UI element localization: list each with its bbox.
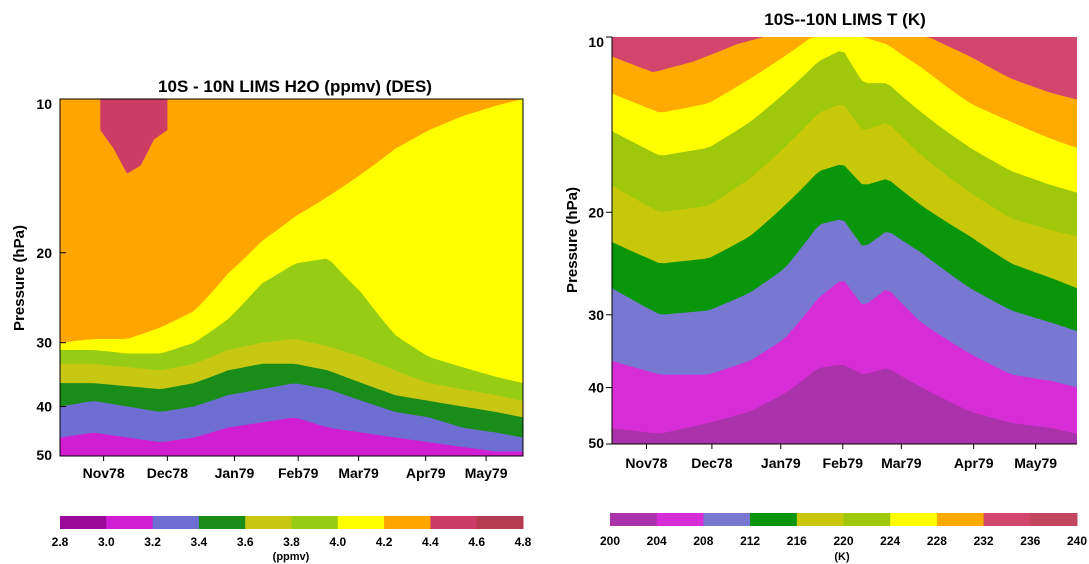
- x-tick-label: Mar79: [881, 455, 922, 471]
- colorbar-tick-label: 4.6: [468, 535, 485, 549]
- y-tick-label: 50: [36, 447, 52, 463]
- h2o-chart-title: 10S - 10N LIMS H2O (ppmv) (DES): [158, 77, 432, 96]
- y-tick-label: 40: [588, 380, 604, 396]
- colorbar-tick-label: 224: [880, 534, 900, 548]
- colorbar-swatch: [60, 516, 107, 529]
- colorbar-tick-label: 232: [974, 534, 994, 548]
- colorbar-tick-label: 228: [927, 534, 947, 548]
- colorbar-tick-label: 212: [740, 534, 760, 548]
- contour-band: [100, 99, 168, 174]
- h2o-y-axis-label: Pressure (hPa): [11, 225, 28, 331]
- colorbar-tick-label: 3.4: [191, 535, 208, 549]
- colorbar-swatch: [337, 516, 385, 529]
- temp-colorbar-ticks: 200 204 208 212 216 220 224 228 232 236 240: [600, 534, 1087, 548]
- colorbar-tick-label: 236: [1020, 534, 1040, 548]
- temp-contour-bands: [612, 37, 1077, 444]
- colorbar-tick-label: 216: [787, 534, 807, 548]
- temp-x-ticks: Nov78 Dec78 Jan79 Feb79 Mar79 Apr79 May79: [625, 444, 1057, 471]
- colorbar-tick-label: 3.2: [144, 535, 161, 549]
- colorbar-tick-label: 204: [647, 534, 667, 548]
- y-tick-label: 20: [588, 204, 604, 220]
- temp-y-axis-label: Pressure (hPa): [564, 187, 581, 293]
- y-tick-label: 40: [36, 399, 52, 415]
- colorbar-swatch: [843, 513, 891, 526]
- colorbar-tick-label: 220: [833, 534, 853, 548]
- x-tick-label: Nov78: [625, 455, 667, 471]
- x-tick-label: May79: [465, 465, 508, 481]
- h2o-x-ticks: Nov78 Dec78 Jan79 Feb79 Mar79 Apr79 May79: [83, 456, 508, 481]
- colorbar-tick-label: 4.8: [515, 535, 532, 549]
- temp-colorbar-unit: (K): [834, 551, 850, 563]
- colorbar-tick-label: 4.0: [329, 535, 346, 549]
- colorbar-swatch: [703, 513, 751, 526]
- y-tick-label: 10: [36, 96, 52, 112]
- x-tick-label: Nov78: [83, 465, 125, 481]
- colorbar-tick-label: 200: [600, 534, 620, 548]
- x-tick-label: Feb79: [823, 455, 864, 471]
- temp-chart-title: 10S--10N LIMS T (K): [764, 10, 926, 29]
- contour-band: [60, 99, 523, 343]
- h2o-panel: 10S - 10N LIMS H2O (ppmv) (DES) Pressure…: [11, 77, 532, 563]
- colorbar-swatch: [796, 513, 844, 526]
- x-tick-label: Apr79: [406, 465, 446, 481]
- colorbar-swatch: [198, 516, 246, 529]
- contour-band: [612, 37, 1077, 100]
- colorbar-tick-label: 3.6: [237, 535, 254, 549]
- colorbar-swatch: [750, 513, 798, 526]
- y-tick-label: 30: [588, 307, 604, 323]
- temp-panel: 10S--10N LIMS T (K) Pressure (hPa) 10 20 3…: [564, 10, 1087, 563]
- colorbar-swatch: [610, 513, 658, 526]
- h2o-contour-bands: [60, 99, 523, 456]
- colorbar-tick-label: 4.4: [422, 535, 439, 549]
- colorbar-swatch: [890, 513, 938, 526]
- x-tick-label: Jan79: [215, 465, 255, 481]
- x-tick-label: Apr79: [954, 455, 994, 471]
- temp-y-ticks: 10 20 30 40 50: [588, 34, 612, 451]
- colorbar-tick-label: 3.8: [283, 535, 300, 549]
- x-tick-label: Feb79: [278, 465, 319, 481]
- colorbar-tick-label: 2.8: [52, 535, 69, 549]
- colorbar-swatch: [1030, 513, 1078, 526]
- contour-band: [612, 37, 1077, 148]
- colorbar-swatch: [430, 516, 478, 529]
- h2o-colorbar-unit: (ppmv): [273, 551, 310, 563]
- x-tick-label: Dec78: [147, 465, 188, 481]
- temp-plot-area: [612, 37, 1077, 444]
- colorbar-swatch: [476, 516, 524, 529]
- h2o-plot-area: [60, 99, 523, 456]
- x-tick-label: Jan79: [761, 455, 801, 471]
- h2o-colorbar: [60, 516, 524, 529]
- h2o-plot-frame: [59, 98, 524, 457]
- colorbar-swatch: [936, 513, 985, 526]
- y-tick-label: 30: [36, 335, 52, 351]
- colorbar-tick-label: 240: [1067, 534, 1087, 548]
- x-tick-label: Dec78: [691, 455, 732, 471]
- colorbar-swatch: [983, 513, 1031, 526]
- y-tick-label: 10: [588, 34, 604, 50]
- colorbar-swatch: [384, 516, 431, 529]
- colorbar-tick-label: 4.2: [376, 535, 393, 549]
- colorbar-tick-label: 3.0: [98, 535, 115, 549]
- y-tick-label: 20: [36, 245, 52, 261]
- colorbar-swatch: [152, 516, 200, 529]
- colorbar-tick-label: 208: [693, 534, 713, 548]
- y-tick-label: 50: [588, 435, 604, 451]
- colorbar-swatch: [106, 516, 154, 529]
- temp-colorbar: [610, 513, 1078, 526]
- x-tick-label: Mar79: [338, 465, 379, 481]
- colorbar-swatch: [291, 516, 339, 529]
- colorbar-swatch: [245, 516, 292, 529]
- x-tick-label: May79: [1014, 455, 1057, 471]
- h2o-y-ticks: 10 20 30 40 50: [36, 96, 66, 463]
- h2o-colorbar-ticks: 2.8 3.0 3.2 3.4 3.6 3.8 4.0 4.2 4.4 4.6 4.8: [52, 535, 532, 549]
- colorbar-swatch: [656, 513, 704, 526]
